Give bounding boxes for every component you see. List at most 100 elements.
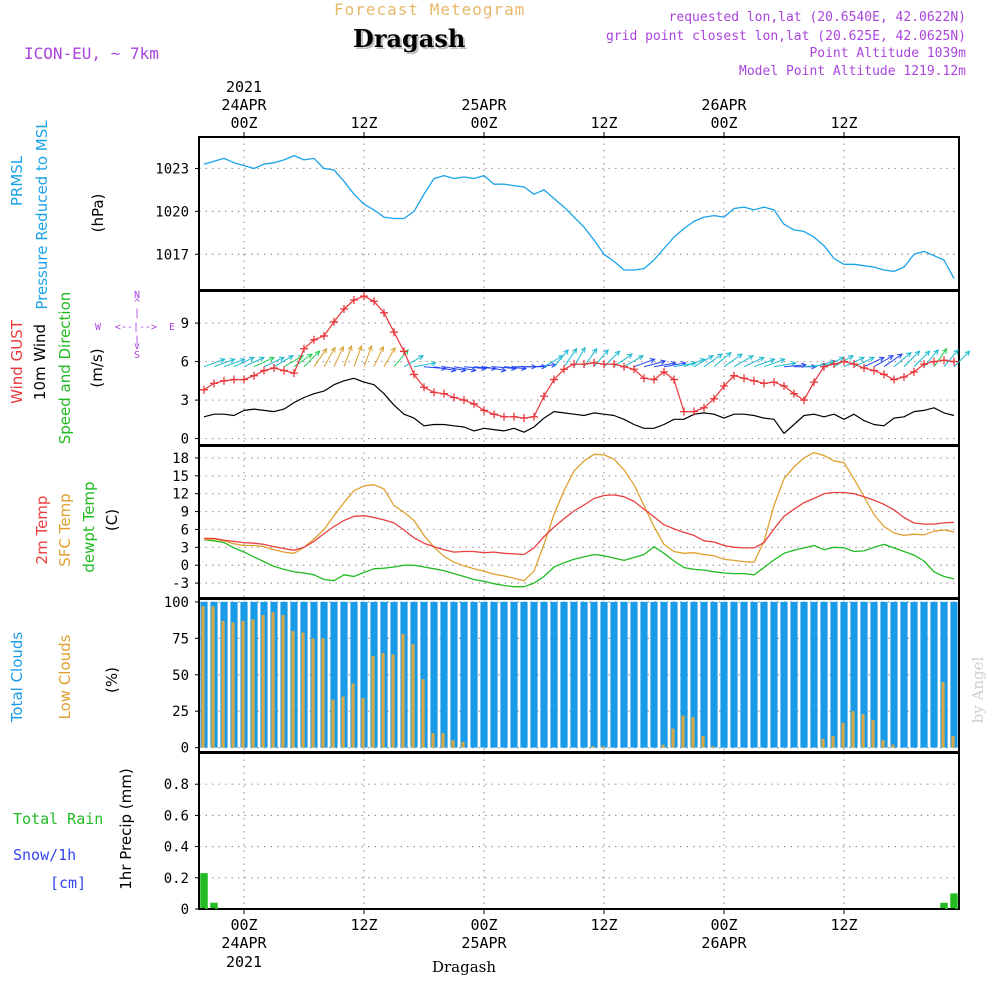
wind-gust-marker (930, 357, 938, 366)
total-clouds-bar (680, 601, 688, 748)
low-clouds-bar (271, 612, 275, 748)
wind-arrow-shaft (323, 347, 336, 367)
wind-gust-marker (390, 328, 398, 337)
wind-gust-marker (830, 360, 838, 369)
precip-label-rain: Total Rain (13, 810, 103, 828)
watermark: by Angel (969, 656, 987, 723)
wind-arrow-head (278, 356, 285, 362)
wind-arrow (903, 350, 921, 368)
wind-gust-marker (550, 375, 558, 384)
low-clouds-bar (291, 631, 295, 748)
total-clouds-bar (590, 601, 598, 748)
dewpoint-line (203, 538, 955, 588)
top-date-label: 26APR (701, 96, 747, 114)
wind-arrow-head (748, 355, 755, 361)
wind-gust-marker (910, 367, 918, 376)
wind-arrow-head (339, 345, 344, 352)
wind-arrow-head (268, 356, 275, 362)
low-clouds-bar (281, 615, 285, 748)
wind-arrow (643, 359, 667, 368)
low-clouds-bar (391, 654, 395, 748)
low-clouds-bar (861, 714, 865, 748)
low-clouds-bar (871, 719, 875, 748)
rain-bar (210, 902, 218, 909)
total-clouds-bar (780, 601, 788, 748)
total-clouds-bar (700, 601, 708, 748)
wind-gust-marker (750, 376, 758, 385)
wind-arrow (883, 353, 903, 368)
wind-arrow-shaft (703, 353, 723, 368)
wind-arrow-head (219, 358, 226, 364)
wind-arrow-head (964, 350, 971, 357)
total-clouds-bar (660, 601, 668, 748)
wind-gust-marker (770, 378, 778, 387)
top-hour-label: 12Z (590, 114, 617, 132)
low-clouds-bar (821, 738, 825, 748)
total-clouds-bar (880, 601, 888, 748)
wind-gust-marker (230, 375, 238, 384)
wind-ytick-label: 0 (181, 432, 189, 448)
pressure-ylabel-2: Pressure Reduced to MSL (33, 120, 51, 310)
wind-arrow-head (868, 356, 875, 362)
wind-gust-marker (440, 389, 448, 398)
wind-gust-marker (510, 412, 518, 421)
wind-arrow (693, 355, 715, 368)
wind-arrow-shaft (453, 366, 476, 372)
total-clouds-bar (950, 601, 958, 748)
wind-arrow-shaft (913, 350, 930, 368)
compass-south-arrow: v (134, 341, 140, 352)
clouds-ytick-label: 100 (164, 595, 189, 611)
wind-arrow-shaft (253, 356, 275, 368)
wind-arrow-head (933, 349, 939, 355)
wind-arrow (873, 355, 895, 368)
wind-arrow (353, 345, 363, 367)
compass-north: N (134, 290, 140, 301)
pressure-ytick-label: 1020 (155, 204, 189, 220)
wind-gust-marker (560, 365, 568, 374)
top-year-label: 2021 (226, 78, 262, 96)
wind-arrow-shaft (733, 355, 754, 368)
wind-arrow-shaft (643, 360, 666, 368)
wind-arrow (863, 356, 885, 368)
wind-arrow-shaft (313, 348, 328, 368)
wind-gust-marker (730, 371, 738, 380)
wind-gust-marker (470, 399, 478, 408)
total-clouds-bar (770, 601, 778, 748)
wind-arrow-head (614, 350, 621, 357)
wind-gust-marker (650, 375, 658, 384)
total-clouds-bar (820, 601, 828, 748)
precip-ytick-label: 0.4 (164, 840, 189, 856)
wind-arrow-head (470, 367, 477, 373)
wind-arrow-head (758, 356, 765, 362)
bottom-hour-label: 00Z (710, 916, 737, 934)
temp-2m-line (204, 491, 955, 556)
wind-arrow (223, 358, 246, 368)
total-clouds-bar (890, 601, 898, 748)
temperature-ytick-label: 12 (172, 487, 189, 503)
precip-ytick-label: 0 (181, 902, 189, 918)
wind-arrow-shaft (633, 358, 655, 368)
wind-arrow (383, 346, 396, 367)
wind-gust-marker (530, 412, 538, 421)
wind-arrow-head (737, 353, 743, 359)
bottom-hour-label: 00Z (230, 916, 257, 934)
wind-gust-marker (410, 370, 418, 379)
precip-panel-frame (198, 752, 960, 910)
wind-arrow-shaft (303, 350, 320, 368)
point-altitude: Point Altitude 1039m (809, 46, 966, 61)
wind-gust-marker (540, 392, 548, 401)
wind-ytick-label: 3 (181, 393, 189, 409)
total-clouds-bar (740, 601, 748, 748)
low-clouds-bar (671, 728, 675, 748)
bottom-date-label: 25APR (461, 934, 507, 952)
low-clouds-bar (431, 733, 435, 748)
low-clouds-bar (951, 735, 955, 748)
footer-station: Dragash (432, 958, 496, 976)
total-clouds-bar (940, 601, 948, 748)
wind-arrow (273, 355, 295, 368)
wind-panel-frame (198, 290, 960, 446)
total-clouds-bar (630, 601, 638, 748)
wind-arrow-head (591, 347, 598, 354)
wind-arrow (233, 356, 255, 368)
wind-gust-marker (490, 410, 498, 419)
